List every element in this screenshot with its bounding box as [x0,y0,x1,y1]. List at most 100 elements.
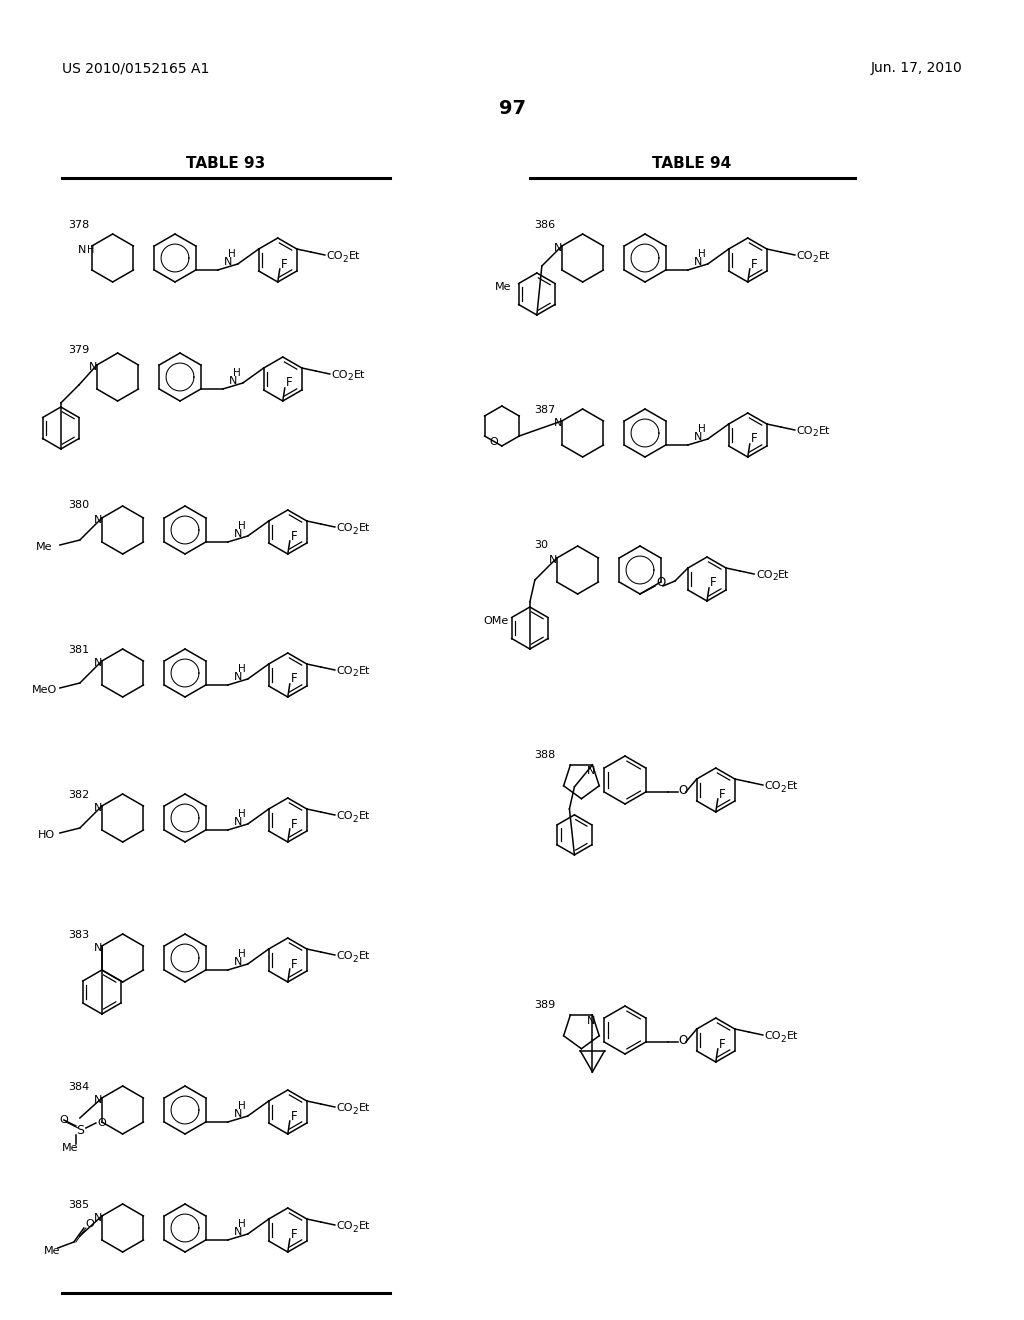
Text: N: N [89,362,97,372]
Text: 2: 2 [353,814,358,824]
Text: OMe: OMe [483,615,509,626]
Text: N: N [549,554,557,565]
Text: Me: Me [495,281,511,292]
Text: 2: 2 [781,784,786,793]
Text: Et: Et [358,523,371,533]
Text: HO: HO [38,830,55,840]
Text: 388: 388 [534,750,555,760]
Text: N: N [94,1213,102,1224]
Text: H: H [238,1218,246,1229]
Text: F: F [719,788,725,800]
Text: N: N [228,376,237,385]
Text: F: F [281,257,288,271]
Text: O: O [98,1118,106,1129]
Text: 386: 386 [534,220,555,230]
Text: 2: 2 [353,669,358,678]
Text: 2: 2 [348,374,353,383]
Text: N: N [554,418,562,428]
Text: O: O [656,576,666,589]
Text: F: F [751,257,758,271]
Text: H: H [698,249,706,259]
Text: CO: CO [332,370,348,380]
Text: F: F [291,1110,297,1122]
Text: N: N [554,243,562,253]
Text: O: O [489,437,499,447]
Text: O: O [679,1035,688,1048]
Text: 2: 2 [343,255,348,264]
Text: N: N [233,1109,242,1119]
Text: 381: 381 [68,645,89,655]
Text: CO: CO [765,1031,781,1041]
Text: O: O [679,784,688,797]
Text: N: N [587,766,595,776]
Text: Et: Et [358,1221,371,1232]
Text: N: N [94,942,102,953]
Text: F: F [710,577,717,590]
Text: H: H [238,521,246,531]
Text: Et: Et [358,1104,371,1113]
Text: F: F [286,376,293,389]
Text: N: N [233,672,242,682]
Text: MeO: MeO [32,685,57,696]
Text: Et: Et [778,570,790,579]
Text: N: N [94,1096,102,1105]
Text: 2: 2 [353,954,358,964]
Text: Et: Et [786,1031,799,1041]
Text: H: H [698,424,706,434]
Text: TABLE 94: TABLE 94 [652,157,731,172]
Text: 2: 2 [813,255,818,264]
Text: O: O [86,1218,94,1229]
Text: Et: Et [349,251,360,261]
Text: CO: CO [765,781,781,791]
Text: US 2010/0152165 A1: US 2010/0152165 A1 [62,61,209,75]
Text: H: H [87,246,94,255]
Text: H: H [238,664,246,675]
Text: N: N [233,529,242,539]
Text: H: H [238,809,246,818]
Text: CO: CO [756,570,772,579]
Text: CO: CO [327,251,343,261]
Text: Et: Et [358,810,371,821]
Text: 384: 384 [68,1082,89,1092]
Text: O: O [59,1115,69,1125]
Text: 389: 389 [534,1001,555,1010]
Text: N: N [693,432,701,442]
Text: F: F [719,1038,725,1051]
Text: Me: Me [61,1143,79,1152]
Text: F: F [291,817,297,830]
Text: N: N [233,817,242,828]
Text: Et: Et [786,781,799,791]
Text: S: S [76,1123,84,1137]
Text: CO: CO [337,1104,353,1113]
Text: 30: 30 [534,540,548,550]
Text: TABLE 93: TABLE 93 [186,157,265,172]
Text: N: N [233,1228,242,1237]
Text: H: H [238,949,246,960]
Text: N: N [233,957,242,968]
Text: N: N [78,246,86,255]
Text: 2: 2 [353,527,358,536]
Text: 2: 2 [781,1035,786,1044]
Text: 2: 2 [813,429,818,438]
Text: 2: 2 [353,1106,358,1115]
Text: 383: 383 [68,931,89,940]
Text: Me: Me [36,543,52,552]
Text: 382: 382 [68,789,89,800]
Text: 2: 2 [353,1225,358,1233]
Text: CO: CO [797,426,813,436]
Text: N: N [693,257,701,267]
Text: F: F [751,433,758,446]
Text: N: N [223,257,231,267]
Text: 97: 97 [499,99,525,117]
Text: CO: CO [337,667,353,676]
Text: Et: Et [358,950,371,961]
Text: F: F [291,672,297,685]
Text: 2: 2 [772,573,777,582]
Text: 379: 379 [68,345,89,355]
Text: N: N [94,515,102,525]
Text: H: H [228,249,236,259]
Text: CO: CO [337,1221,353,1232]
Text: Et: Et [819,251,830,261]
Text: Et: Et [819,426,830,436]
Text: CO: CO [337,523,353,533]
